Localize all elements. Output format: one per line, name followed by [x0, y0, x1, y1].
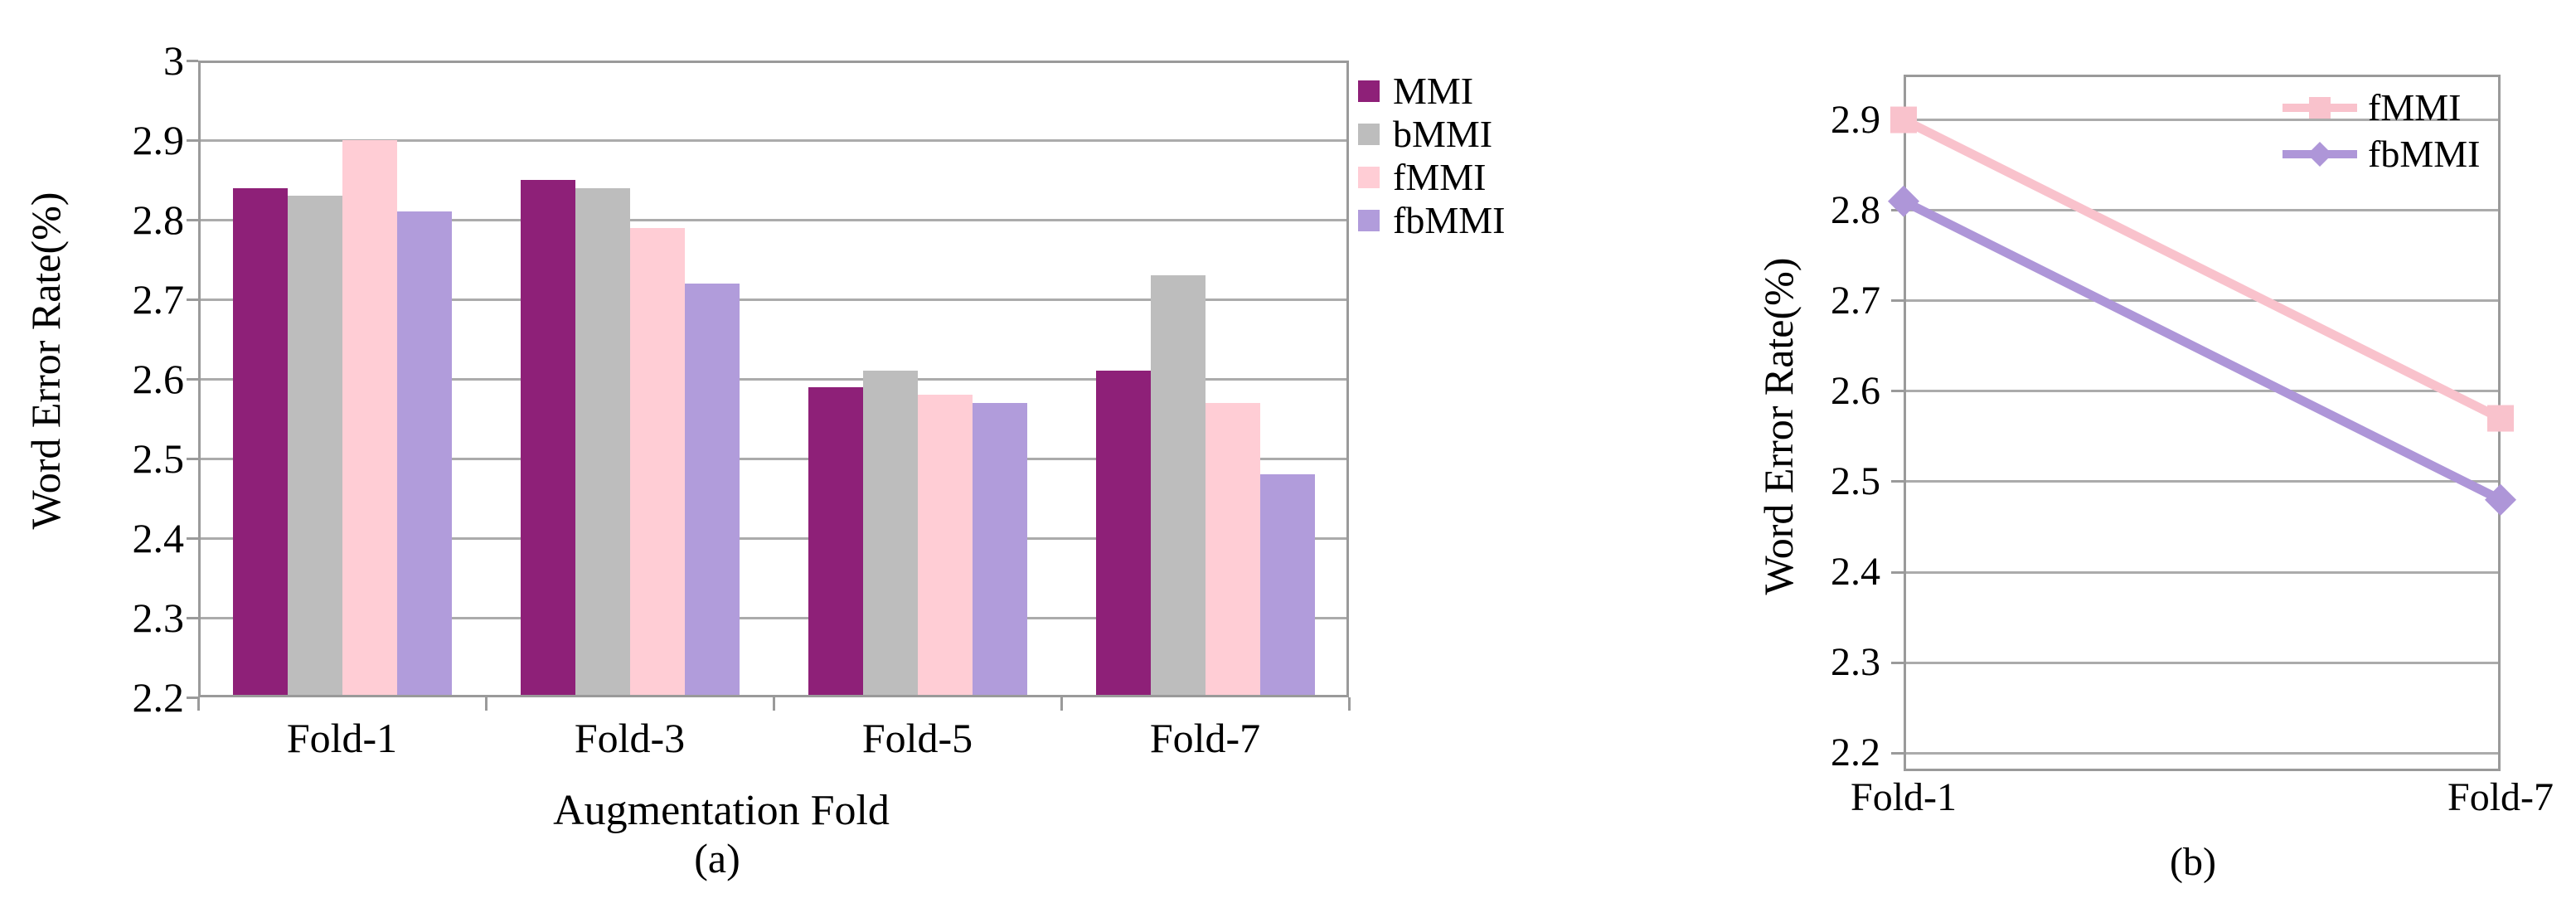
y-gridline [1906, 751, 2498, 755]
legend-item-MMI: MMI [1358, 70, 1473, 113]
legend-label-fbMMI: fbMMI [1393, 199, 1506, 241]
y-gridline [201, 218, 1346, 221]
legend-label-bMMI: bMMI [1393, 113, 1493, 155]
bar-fbMMI-Fold-1 [396, 211, 452, 695]
bar-MMI-Fold-7 [1095, 371, 1151, 695]
legend-swatch-MMI [1358, 80, 1380, 102]
bar-MMI-Fold-1 [232, 187, 288, 695]
bar-chart-legend: MMI bMMI fMMI fbMMI [1358, 70, 1505, 242]
legend-swatch-fbMMI [1358, 210, 1380, 231]
y-gridline [201, 138, 1346, 142]
bar-fMMI-Fold-7 [1205, 402, 1260, 695]
y-gridline [1906, 570, 2498, 574]
bar-fbMMI-Fold-5 [972, 402, 1027, 695]
legend-swatch-bMMI [1358, 124, 1380, 145]
legend-label-fMMI: fMMI [1393, 156, 1487, 198]
legend-swatch-fMMI [1358, 167, 1380, 188]
line-chart-caption: (b) [2170, 840, 2216, 884]
bar-chart-x-axis-title: Augmentation Fold [553, 787, 890, 834]
bar-bMMI-Fold-5 [862, 371, 918, 695]
legend-label-fMMI: fMMI [2368, 86, 2462, 129]
bar-chart-plot-area [198, 61, 1349, 697]
bar-fbMMI-Fold-7 [1259, 474, 1315, 695]
legend-item-fMMI: fMMI [1358, 156, 1486, 199]
y-gridline [201, 298, 1346, 301]
bar-fMMI-Fold-5 [917, 395, 973, 695]
bar-fbMMI-Fold-3 [684, 283, 740, 695]
bar-fMMI-Fold-3 [629, 227, 685, 695]
bar-bMMI-Fold-7 [1150, 275, 1206, 695]
bar-chart-panel: Word Error Rate(%) 3 2.9 2.8 2.7 2.6 2.5 2.4 2.… [22, 38, 1505, 881]
bar-bMMI-Fold-1 [287, 196, 342, 695]
bar-bMMI-Fold-3 [575, 187, 630, 695]
bar-MMI-Fold-3 [520, 180, 575, 695]
legend-item-bMMI: bMMI [1358, 113, 1492, 156]
y-gridline [201, 377, 1346, 381]
y-gridline [1906, 661, 2498, 664]
legend-item-fbMMI: fbMMI [1358, 199, 1505, 242]
y-gridline [201, 457, 1346, 460]
bar-fMMI-Fold-1 [342, 140, 397, 695]
bar-chart-caption: (a) [694, 835, 740, 881]
y-gridline [201, 616, 1346, 619]
bar-MMI-Fold-5 [808, 386, 863, 695]
legend-label-fbMMI: fbMMI [2368, 133, 2481, 175]
y-gridline [201, 536, 1346, 540]
legend-label-MMI: MMI [1393, 70, 1474, 112]
